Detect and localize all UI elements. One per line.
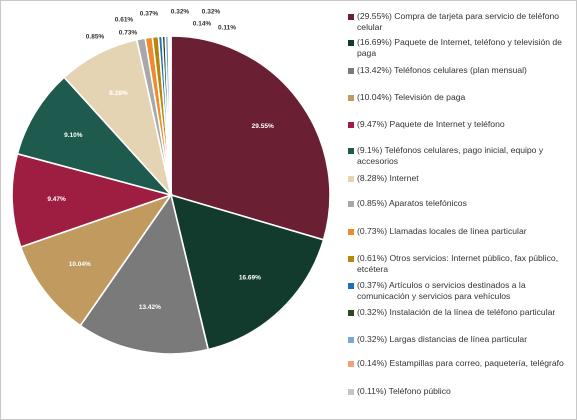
legend-item: (0.61%) Otros servicios: Internet públic… <box>348 253 570 276</box>
legend-label: (13.42%) Teléfonos celulares (plan mensu… <box>357 65 527 75</box>
legend-label: (0.14%) Estampillas para correo, paquete… <box>357 358 564 368</box>
slice-data-label: 16.69% <box>239 275 261 282</box>
legend-swatch <box>348 256 354 262</box>
legend-label: (0.61%) Otros servicios: Internet públic… <box>357 253 559 275</box>
legend-label: (0.32%) Instalación de la línea de teléf… <box>357 307 556 317</box>
slice-data-label: 0.32% <box>202 9 221 16</box>
pie-slice <box>16 76 174 197</box>
slice-data-label: 10.04% <box>69 261 91 268</box>
legend-item: (0.11%) Teléfono público <box>348 386 570 397</box>
slice-data-label: 29.55% <box>252 123 274 130</box>
legend-item: (8.28%) Internet <box>348 173 570 184</box>
legend-swatch <box>348 361 354 367</box>
slice-data-label: 0.32% <box>171 9 190 16</box>
slice-data-label: 8.28% <box>109 90 128 97</box>
legend-swatch <box>348 201 354 207</box>
pie-slice <box>169 193 325 351</box>
legend-swatch <box>348 176 354 182</box>
legend-label: (9.1%) Teléfonos celulares, pago inicial… <box>357 145 544 167</box>
legend-swatch <box>348 310 354 316</box>
legend-item: (13.42%) Teléfonos celulares (plan mensu… <box>348 65 570 76</box>
legend-swatch <box>348 389 354 395</box>
slice-data-label: 0.37% <box>140 11 159 18</box>
slice-data-label: 13.42% <box>139 304 161 311</box>
legend-swatch <box>348 337 354 343</box>
slice-data-label: 9.47% <box>47 196 66 203</box>
pie-slice <box>19 193 174 327</box>
legend-item: (0.73%) Llamadas locales de línea partic… <box>348 226 570 237</box>
legend-item: (0.37%) Artículos o servicios destinados… <box>348 280 570 303</box>
legend-swatch <box>348 40 354 46</box>
slice-data-label: 9.10% <box>64 132 83 139</box>
legend-swatch <box>348 95 354 101</box>
legend-swatch <box>348 148 354 154</box>
legend-item: (9.47%) Paquete de Internet y teléfono <box>348 119 570 130</box>
legend-label: (0.32%) Largas distancias de línea parti… <box>357 334 528 344</box>
pie-slice <box>11 152 174 248</box>
legend-label: (0.11%) Teléfono público <box>357 386 451 396</box>
legend-label: (0.73%) Llamadas locales de línea partic… <box>357 226 527 236</box>
legend-swatch <box>348 283 354 289</box>
pie-slice <box>169 35 172 196</box>
slice-data-label: 0.61% <box>115 17 134 24</box>
slice-data-label: 0.11% <box>218 25 236 32</box>
legend-label: (0.37%) Artículos o servicios destinados… <box>357 280 526 302</box>
legend-swatch <box>348 68 354 74</box>
legend-item: (0.32%) Largas distancias de línea parti… <box>348 334 570 345</box>
legend-label: (8.28%) Internet <box>357 173 419 183</box>
legend-label: (0.85%) Aparatos telefónicos <box>357 198 467 208</box>
legend-item: (0.14%) Estampillas para correo, paquete… <box>348 358 570 369</box>
slice-data-label: 0.85% <box>86 34 105 41</box>
legend-swatch <box>348 14 354 20</box>
pie-slice <box>79 193 210 355</box>
legend-item: (29.55%) Compra de tarjeta para servicio… <box>348 11 570 34</box>
legend-label: (16.69%) Paquete de Internet, teléfono y… <box>357 37 562 59</box>
slice-data-label: 0.14% <box>193 21 212 28</box>
legend-label: (10.04%) Televisión de paga <box>357 92 466 102</box>
slice-data-label: 0.73% <box>119 30 138 37</box>
legend-item: (10.04%) Televisión de paga <box>348 92 570 103</box>
pie-slice <box>170 35 331 241</box>
legend-swatch <box>348 229 354 235</box>
legend-swatch <box>348 122 354 128</box>
legend-item: (9.1%) Teléfonos celulares, pago inicial… <box>348 145 570 168</box>
pie-chart: 29.55% 16.69% 13.42% 10.04% 9.47% 9.10% 8.28% 0… <box>11 9 331 355</box>
legend-label: (9.47%) Paquete de Internet y teléfono <box>357 119 505 129</box>
legend-item: (0.32%) Instalación de la línea de teléf… <box>348 307 570 318</box>
legend-item: (0.85%) Aparatos telefónicos <box>348 198 570 209</box>
legend-item: (16.69%) Paquete de Internet, teléfono y… <box>348 37 570 60</box>
legend-label: (29.55%) Compra de tarjeta para servicio… <box>357 11 560 33</box>
